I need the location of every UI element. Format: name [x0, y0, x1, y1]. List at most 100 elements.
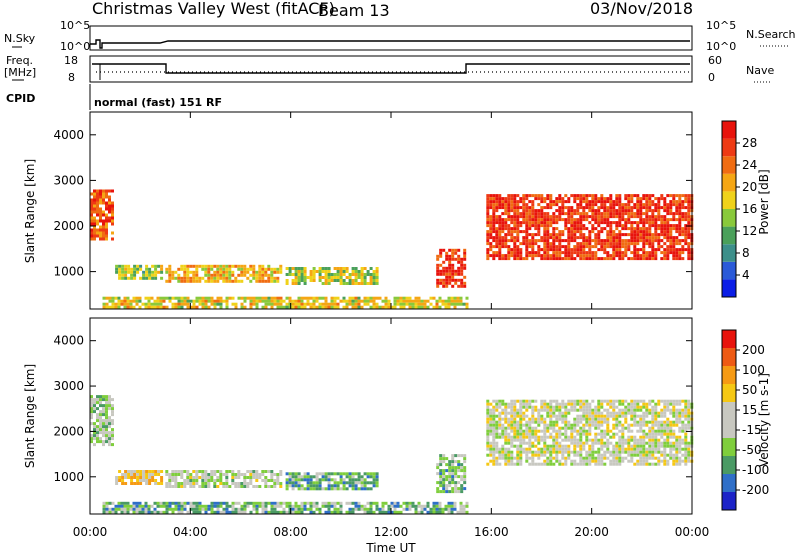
heatmap-cell-6 — [498, 203, 502, 207]
heatmap-cell-0 — [96, 428, 99, 432]
heatmap-cell-4 — [213, 302, 217, 306]
heatmap-cell-6 — [510, 236, 514, 240]
heatmap-cell-6 — [510, 411, 514, 415]
heatmap-cell-6 — [561, 456, 565, 460]
heatmap-cell-5 — [442, 284, 446, 288]
heatmap-cell-6 — [621, 411, 625, 415]
heatmap-cell-4 — [333, 504, 337, 508]
heatmap-cell-6 — [594, 251, 598, 255]
heatmap-cell-6 — [645, 197, 649, 201]
heatmap-cell-6 — [501, 456, 505, 460]
heatmap-cell-6 — [525, 447, 529, 451]
heatmap-cell-6 — [534, 453, 538, 457]
heatmap-cell-6 — [558, 402, 562, 406]
heatmap-cell-3 — [312, 270, 316, 273]
heatmap-cell-2 — [228, 273, 232, 277]
heatmap-cell-3 — [300, 270, 304, 273]
heatmap-cell-6 — [498, 200, 502, 204]
heatmap-cell-4 — [192, 504, 196, 508]
heatmap-cell-4 — [231, 302, 235, 306]
heatmap-cell-6 — [582, 206, 586, 210]
y-tick-label: 3000 — [53, 173, 84, 187]
heatmap-cell-0 — [105, 413, 108, 417]
heatmap-cell-6 — [507, 230, 511, 234]
heatmap-cell-6 — [627, 197, 631, 201]
heatmap-cell-6 — [525, 215, 529, 219]
heatmap-cell-6 — [666, 254, 670, 258]
heatmap-cell-5 — [460, 257, 464, 261]
heatmap-cell-3 — [288, 484, 292, 488]
heatmap-cell-5 — [457, 260, 461, 264]
heatmap-cell-6 — [612, 456, 616, 460]
heatmap-cell-6 — [528, 402, 532, 406]
heatmap-cell-1 — [157, 473, 161, 476]
heatmap-cell-6 — [597, 432, 601, 436]
heatmap-cell-4 — [366, 302, 370, 306]
heatmap-cell-6 — [633, 408, 637, 412]
heatmap-cell-6 — [510, 405, 514, 409]
heatmap-cell-6 — [627, 227, 631, 231]
heatmap-cell-3 — [288, 475, 292, 479]
heatmap-cell-6 — [537, 239, 541, 243]
heatmap-cell-6 — [642, 438, 646, 442]
heatmap-cell-5 — [448, 272, 452, 276]
heatmap-cell-6 — [615, 248, 619, 252]
heatmap-cell-4 — [381, 507, 385, 511]
heatmap-cell-6 — [621, 245, 625, 249]
heatmap-cell-4 — [432, 501, 436, 505]
heatmap-cell-6 — [516, 212, 520, 216]
heatmap-cell-6 — [546, 429, 550, 433]
heatmap-cell-3 — [303, 478, 307, 482]
heatmap-cell-3 — [369, 487, 373, 491]
heatmap-cell-6 — [663, 438, 667, 442]
heatmap-cell-6 — [570, 450, 574, 454]
colorbar-tick-label: 28 — [742, 136, 757, 150]
heatmap-cell-6 — [615, 200, 619, 204]
heatmap-cell-6 — [510, 209, 514, 213]
heatmap-cell-6 — [648, 227, 652, 231]
heatmap-cell-6 — [642, 444, 646, 448]
heatmap-cell-6 — [642, 402, 646, 406]
heatmap-cell-4 — [411, 501, 415, 505]
heatmap-cell-6 — [492, 206, 496, 210]
heatmap-cell-4 — [279, 296, 283, 300]
heatmap-cell-6 — [621, 408, 625, 412]
heatmap-cell-6 — [534, 254, 538, 258]
heatmap-cell-5 — [457, 278, 461, 282]
heatmap-cell-6 — [672, 420, 676, 424]
heatmap-cell-2 — [186, 470, 190, 473]
heatmap-cell-6 — [513, 248, 517, 252]
heatmap-cell-4 — [168, 296, 172, 300]
heatmap-cell-6 — [549, 245, 553, 249]
heatmap-cell-6 — [585, 459, 589, 463]
heatmap-cell-6 — [573, 447, 577, 451]
heatmap-cell-6 — [609, 402, 613, 406]
heatmap-cell-6 — [558, 435, 562, 439]
heatmap-cell-4 — [444, 299, 448, 303]
y-tick-label: 2000 — [53, 219, 84, 233]
heatmap-cell-2 — [219, 473, 223, 476]
heatmap-cell-6 — [579, 462, 583, 466]
heatmap-cell-4 — [198, 299, 202, 303]
heatmap-cell-6 — [600, 417, 604, 421]
heatmap-cell-6 — [525, 429, 529, 433]
heatmap-cell-6 — [636, 420, 640, 424]
heatmap-cell-6 — [561, 251, 565, 255]
heatmap-cell-6 — [675, 218, 679, 222]
heatmap-cell-6 — [498, 233, 502, 237]
colorbar-segment — [722, 279, 736, 297]
heatmap-cell-3 — [333, 481, 337, 485]
heatmap-cell-4 — [462, 504, 466, 508]
heatmap-cell-4 — [339, 504, 343, 508]
heatmap-cell-6 — [645, 194, 649, 198]
heatmap-cell-6 — [504, 429, 508, 433]
heatmap-cell-5 — [463, 284, 467, 288]
heatmap-cell-4 — [405, 299, 409, 303]
heatmap-cell-2 — [258, 485, 262, 488]
heatmap-cell-5 — [454, 484, 458, 488]
heatmap-cell-1 — [136, 264, 140, 268]
heatmap-cell-6 — [489, 245, 493, 249]
heatmap-cell-6 — [624, 245, 628, 249]
heatmap-cell-4 — [138, 299, 142, 303]
